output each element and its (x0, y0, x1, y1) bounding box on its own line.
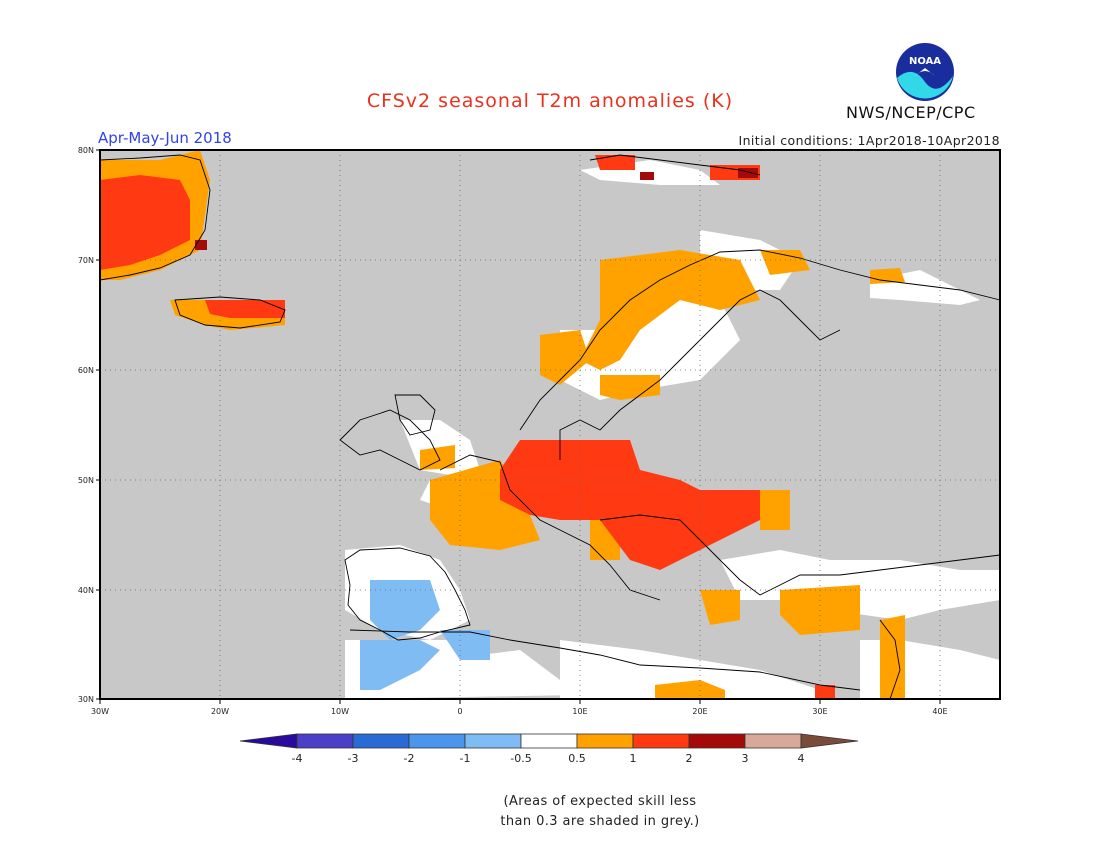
colorbar-label: 4 (797, 752, 805, 765)
skill-note-line: than 0.3 are shaded in grey.) (500, 814, 700, 829)
map-frame (99, 149, 1001, 700)
lon-label: 10W (331, 707, 349, 716)
tick-marks (96, 149, 941, 704)
colorbar-segment (520, 733, 578, 749)
strong-warm-regions (195, 168, 758, 250)
organization-label: NWS/NCEP/CPC (846, 103, 976, 122)
lon-label: 0 (457, 707, 462, 716)
colorbar-label: 0.5 (568, 752, 586, 765)
colorbar-label: -0.5 (510, 752, 532, 765)
lat-label: 80N (78, 146, 94, 155)
lat-label: 50N (78, 476, 94, 485)
noaa-logo-text: NOAA (909, 56, 941, 67)
lon-label: 30W (91, 707, 109, 716)
graticule (100, 150, 1000, 699)
moderate-warm-regions (100, 155, 835, 699)
colorbar-label: -2 (403, 752, 415, 765)
colorbar-segment (408, 733, 466, 749)
lat-label: 70N (78, 256, 94, 265)
lon-label: 40E (932, 707, 947, 716)
colorbar-segment (688, 733, 746, 749)
colorbar-label: 3 (741, 752, 749, 765)
colorbar-arrow-low (239, 733, 298, 749)
season-label: Apr-May-Jun 2018 (98, 129, 232, 147)
colorbar (239, 733, 859, 749)
lon-label: 20E (692, 707, 707, 716)
colorbar-segment (632, 733, 690, 749)
colorbar-label: -3 (347, 752, 359, 765)
colorbar-segment (576, 733, 634, 749)
colorbar-segment (744, 733, 802, 749)
lon-label: 30E (812, 707, 827, 716)
skill-note: (Areas of expected skill less than 0.3 a… (470, 792, 730, 832)
skill-note-line: (Areas of expected skill less (503, 794, 697, 809)
colorbar-segment (352, 733, 410, 749)
colorbar-label: -1 (459, 752, 471, 765)
lon-label: 20W (211, 707, 229, 716)
colorbar-label: 1 (629, 752, 637, 765)
colorbar-arrow-high (800, 733, 859, 749)
noaa-logo: NOAA (896, 43, 954, 101)
colorbar-label: 2 (685, 752, 693, 765)
lat-label: 40N (78, 586, 94, 595)
colorbar-label: -4 (291, 752, 303, 765)
lon-label: 10E (572, 707, 587, 716)
lat-label: 60N (78, 366, 94, 375)
colorbar-segment (296, 733, 354, 749)
map-title: CFSv2 seasonal T2m anomalies (K) (366, 90, 734, 112)
colorbar-segment (464, 733, 522, 749)
lat-label: 30N (78, 695, 94, 704)
cool-anomaly-regions (360, 580, 490, 690)
initial-conditions-label: Initial conditions: 1Apr2018-10Apr2018 (738, 133, 1000, 148)
